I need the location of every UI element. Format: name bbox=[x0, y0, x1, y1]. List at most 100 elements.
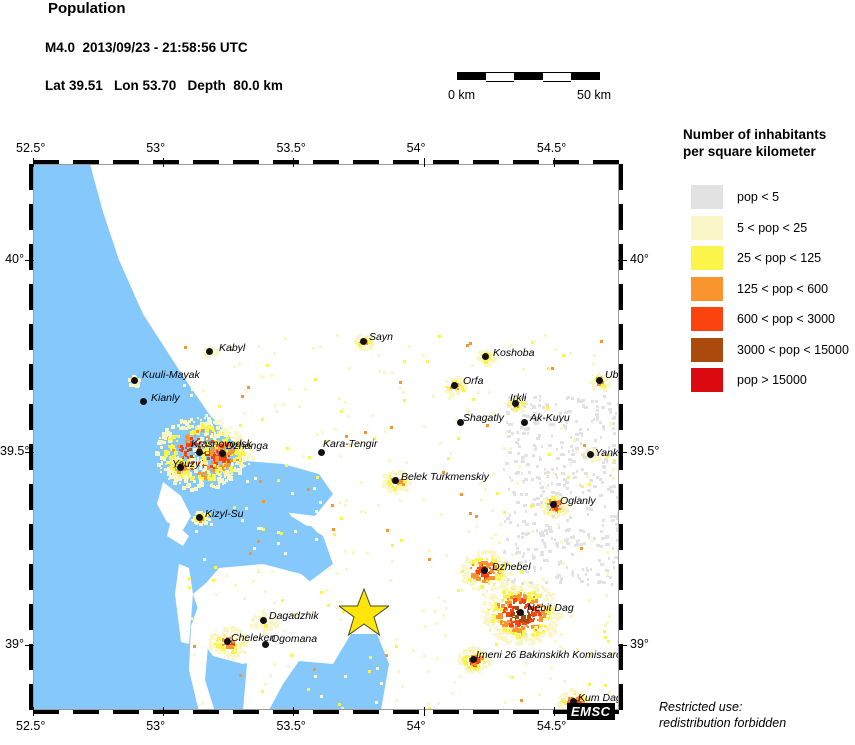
population-cell bbox=[462, 380, 466, 384]
population-cell bbox=[534, 635, 536, 637]
population-cell bbox=[525, 493, 528, 496]
population-cell bbox=[475, 515, 478, 518]
population-cell bbox=[238, 460, 241, 463]
population-cell bbox=[260, 527, 263, 530]
population-cell bbox=[608, 557, 610, 560]
population-cell bbox=[603, 387, 606, 390]
population-cell bbox=[268, 618, 271, 621]
population-cell bbox=[552, 607, 556, 611]
population-cell bbox=[607, 375, 609, 377]
population-cell bbox=[464, 569, 466, 571]
city-label: Koshoba bbox=[493, 347, 535, 359]
population-cell bbox=[226, 463, 230, 467]
population-cell bbox=[201, 518, 204, 521]
population-cell bbox=[538, 693, 541, 696]
population-cell bbox=[607, 543, 610, 546]
lon-tick-label: 53.5° bbox=[276, 719, 306, 733]
population-cell bbox=[531, 597, 535, 601]
population-cell bbox=[544, 625, 547, 628]
population-cell bbox=[604, 636, 607, 639]
population-cell bbox=[524, 636, 526, 638]
population-cell bbox=[541, 539, 544, 542]
population-cell bbox=[531, 641, 535, 645]
population-cell bbox=[482, 616, 484, 618]
population-cell bbox=[244, 651, 247, 654]
population-cell bbox=[371, 337, 375, 341]
population-cell bbox=[165, 434, 168, 437]
population-cell bbox=[389, 489, 393, 493]
population-cell bbox=[536, 437, 540, 440]
population-cell bbox=[513, 408, 516, 411]
population-cell bbox=[288, 388, 291, 391]
population-cell bbox=[470, 648, 473, 651]
population-cell bbox=[188, 443, 191, 446]
population-cell bbox=[291, 492, 294, 495]
population-cell bbox=[551, 597, 554, 600]
population-cell bbox=[505, 627, 508, 630]
population-cell bbox=[528, 599, 531, 602]
population-cell bbox=[255, 616, 257, 618]
population-cell bbox=[483, 661, 486, 664]
population-cell bbox=[403, 399, 406, 402]
population-cell bbox=[428, 549, 431, 552]
population-cell bbox=[185, 447, 187, 449]
population-cell bbox=[199, 522, 203, 526]
population-cell bbox=[512, 625, 514, 627]
population-cell bbox=[497, 554, 499, 556]
population-cell bbox=[563, 697, 566, 700]
population-cell bbox=[570, 615, 573, 618]
population-cell bbox=[534, 422, 538, 425]
population-cell bbox=[344, 550, 347, 553]
population-cell bbox=[479, 649, 483, 653]
population-cell bbox=[560, 633, 563, 636]
population-cell bbox=[544, 606, 547, 609]
population-cell bbox=[579, 543, 583, 546]
population-cell bbox=[287, 665, 290, 668]
population-cell bbox=[463, 568, 465, 570]
population-cell bbox=[160, 456, 164, 460]
population-cell bbox=[388, 472, 392, 476]
city-dot bbox=[512, 400, 519, 407]
population-cell bbox=[190, 488, 194, 492]
population-cell bbox=[238, 454, 242, 458]
population-cell bbox=[538, 477, 541, 480]
population-cell bbox=[611, 583, 613, 586]
population-cell bbox=[591, 420, 593, 423]
population-cell bbox=[222, 467, 226, 471]
population-cell bbox=[161, 463, 163, 465]
population-cell bbox=[168, 445, 171, 448]
population-cell bbox=[503, 625, 505, 627]
population-cell bbox=[364, 344, 366, 346]
population-cell bbox=[606, 373, 609, 376]
population-cell bbox=[237, 446, 241, 450]
population-cell bbox=[302, 455, 305, 458]
population-cell bbox=[481, 361, 484, 364]
population-cell bbox=[207, 433, 209, 435]
population-cell bbox=[539, 456, 541, 459]
population-cell bbox=[243, 597, 246, 600]
population-cell bbox=[228, 478, 230, 480]
population-cell bbox=[194, 469, 198, 473]
population-cell bbox=[388, 482, 390, 484]
population-cell bbox=[563, 680, 566, 683]
population-cell bbox=[234, 443, 236, 445]
population-cell bbox=[239, 642, 241, 644]
population-cell bbox=[516, 431, 519, 434]
population-cell bbox=[608, 691, 611, 694]
legend-row: pop > 15000 bbox=[683, 365, 855, 396]
population-cell bbox=[539, 618, 543, 622]
population-cell bbox=[487, 619, 491, 623]
population-cell bbox=[405, 488, 409, 492]
population-cell bbox=[231, 635, 233, 637]
population-cell bbox=[472, 564, 474, 566]
population-cell bbox=[498, 613, 501, 616]
population-cell bbox=[462, 378, 466, 382]
population-cell bbox=[511, 408, 514, 411]
population-cell bbox=[165, 428, 169, 432]
population-map[interactable]: Kabyl Kuuli-Mayak Kianly Krasnovodsk Dzhanga… bbox=[33, 164, 619, 710]
population-cell bbox=[586, 507, 589, 510]
city-dot bbox=[521, 419, 528, 426]
population-cell bbox=[509, 521, 512, 524]
population-cell bbox=[206, 451, 209, 454]
population-cell bbox=[214, 440, 218, 444]
